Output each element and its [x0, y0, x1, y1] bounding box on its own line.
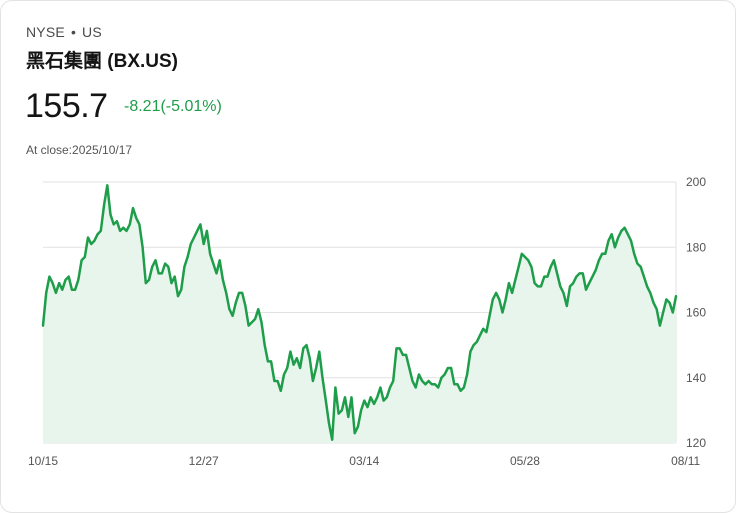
y-tick-label-140: 140 — [686, 371, 706, 385]
y-tick-label-180: 180 — [686, 240, 706, 254]
price-line — [41, 184, 678, 441]
x-tick-label-05-28: 05/28 — [510, 454, 540, 468]
region-name: US — [82, 24, 102, 40]
price-area-fill — [43, 185, 676, 444]
separator-dot: • — [70, 24, 77, 40]
exchange-line: NYSE • US — [26, 24, 102, 40]
x-tick-label-03-14: 03/14 — [349, 454, 379, 468]
y-tick-label-200: 200 — [686, 175, 706, 189]
x-tick-label-10-15: 10/15 — [28, 454, 58, 468]
y-tick-label-160: 160 — [686, 306, 706, 320]
price-change: -8.21(-5.01%) — [124, 98, 222, 115]
exchange-name: NYSE — [26, 24, 65, 40]
current-price: 155.7 — [25, 87, 108, 125]
x-tick-label-12-27: 12/27 — [189, 454, 219, 468]
stock-name: 黑石集團 (BX.US) — [26, 51, 179, 72]
x-axis-ticks: 10/15 12/27 03/14 05/28 08/11 — [28, 454, 701, 468]
y-axis-ticks: 200 180 160 140 120 — [686, 175, 706, 450]
x-tick-label-08-11: 08/11 — [671, 454, 700, 468]
y-tick-label-120: 120 — [686, 436, 706, 450]
close-date: At close:2025/10/17 — [26, 143, 133, 157]
